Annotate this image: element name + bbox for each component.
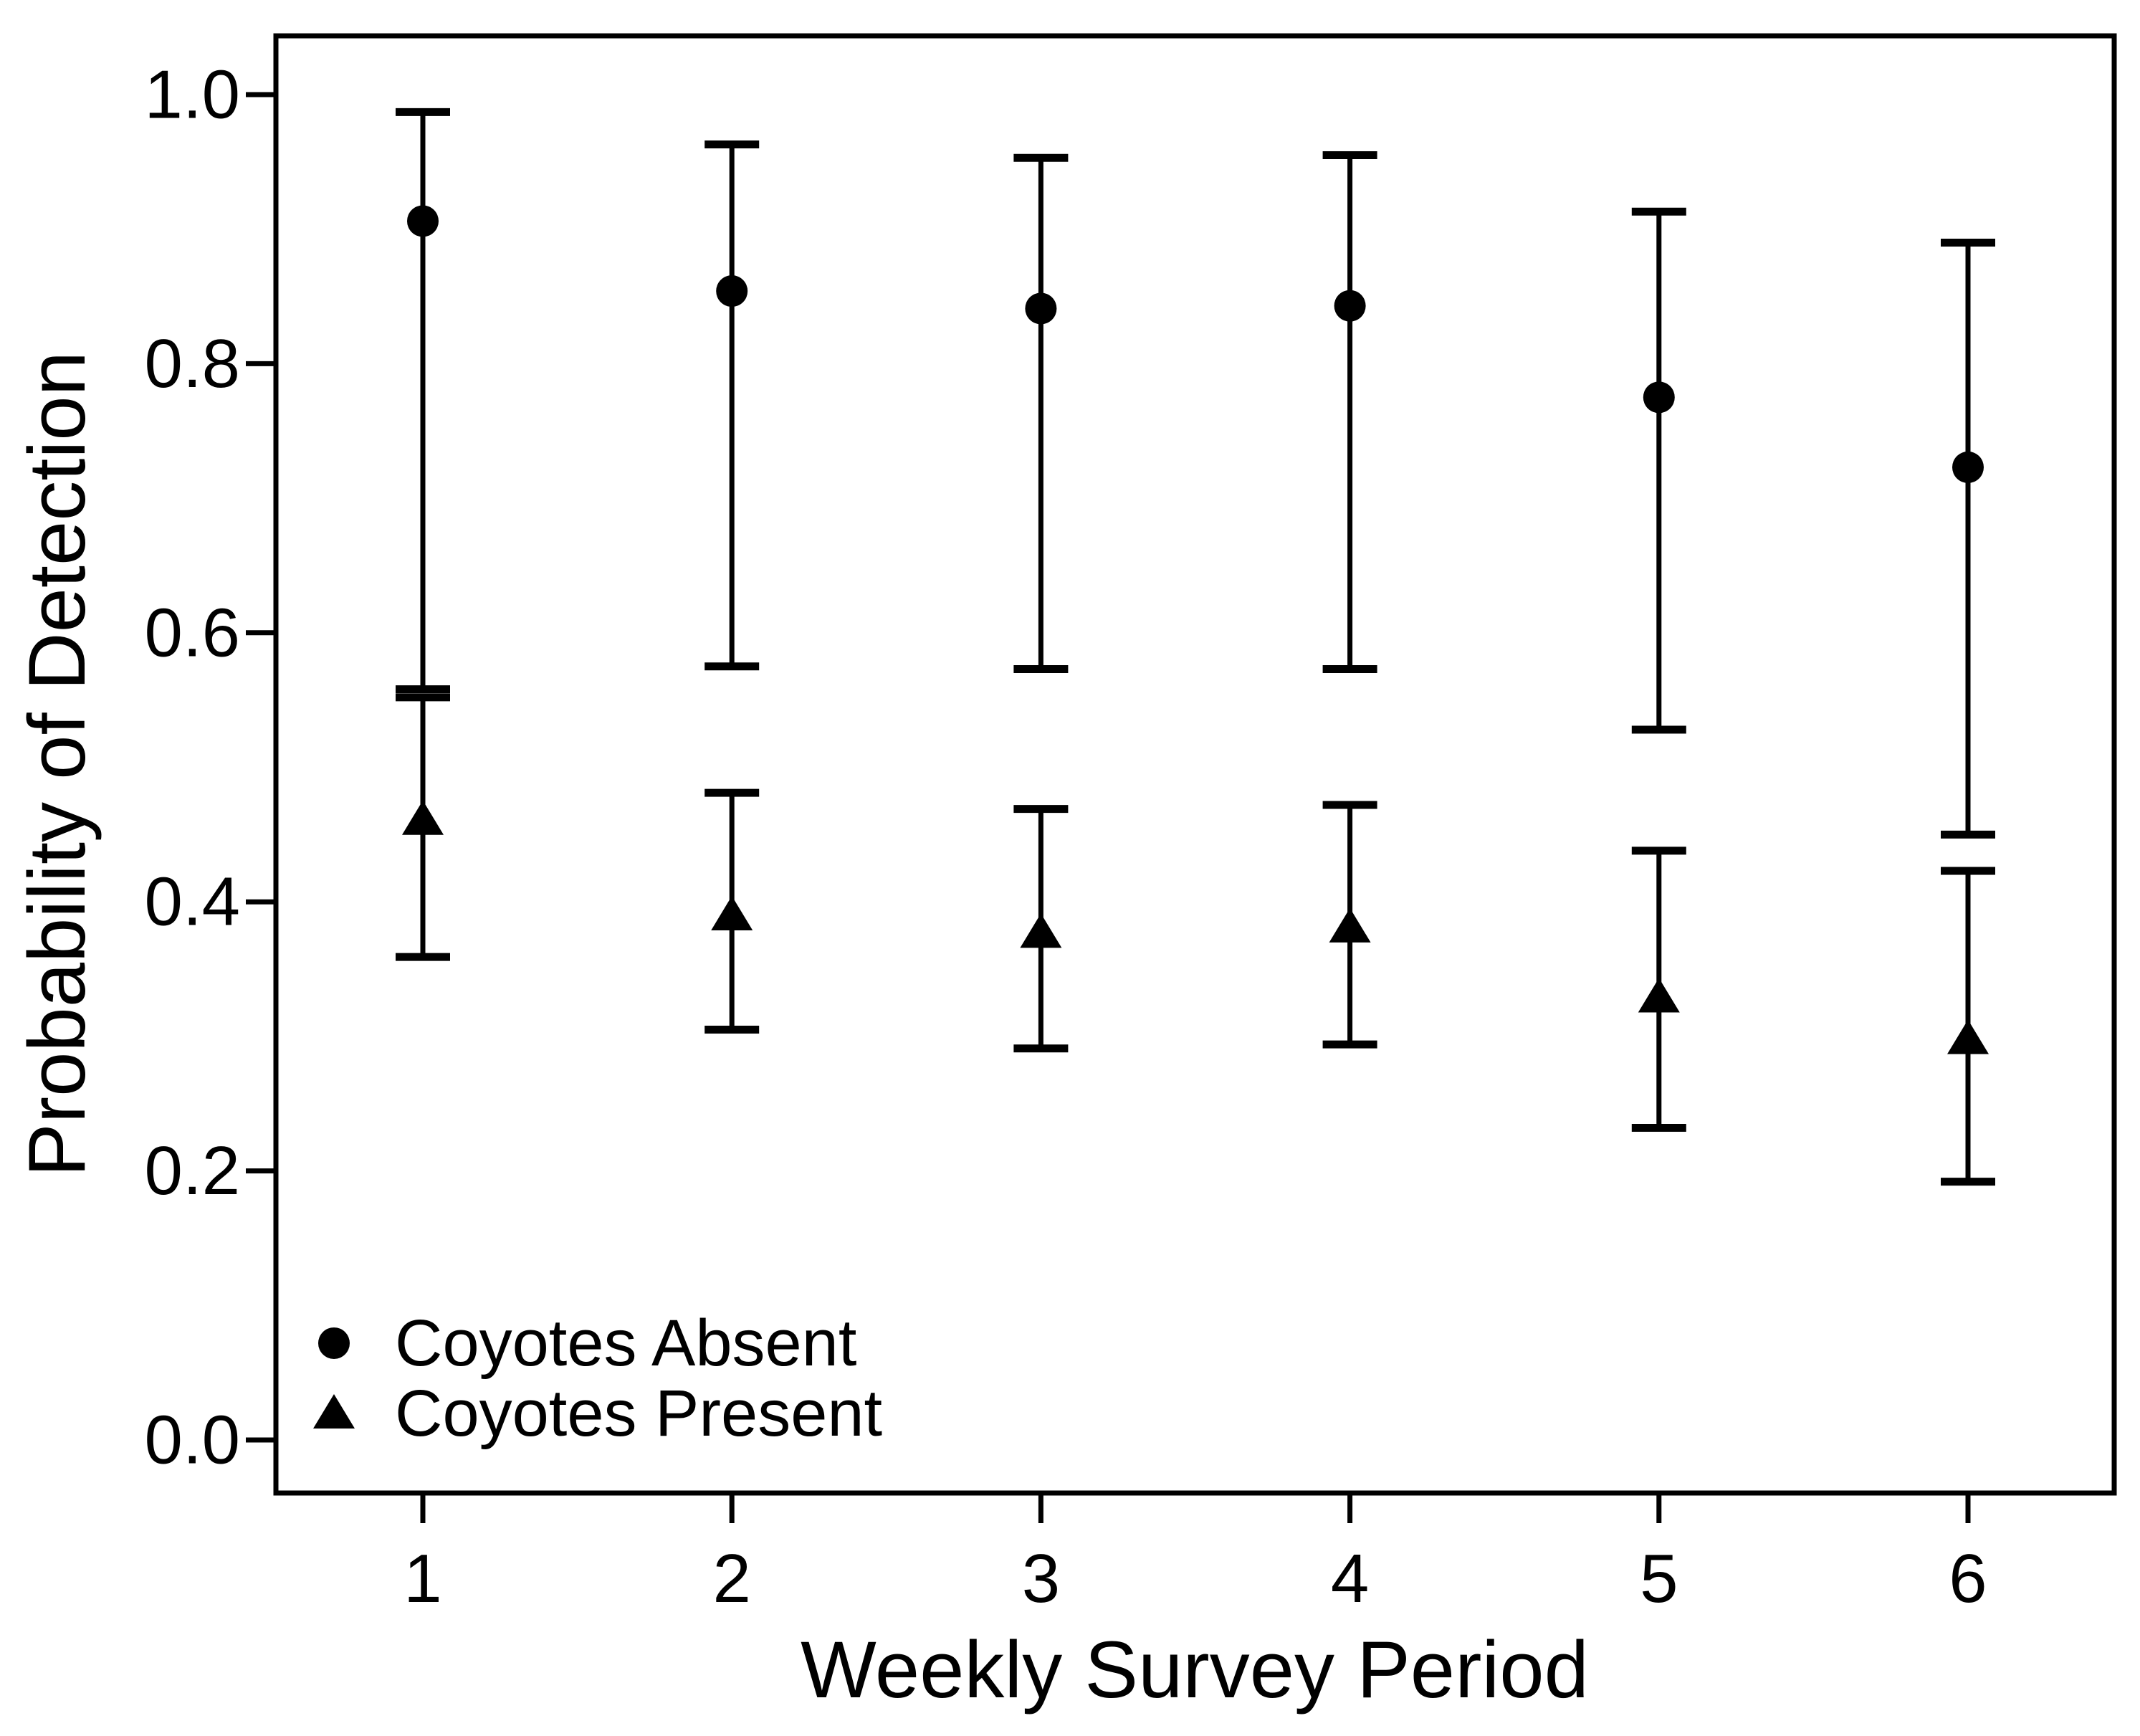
y-tick-label: 0.4: [145, 864, 240, 940]
legend-label: Coyotes Present: [395, 1377, 882, 1450]
data-point-circle: [1643, 381, 1675, 414]
x-tick-label: 2: [713, 1540, 751, 1617]
data-point-triangle: [1020, 913, 1062, 948]
data-point-triangle: [1329, 907, 1371, 943]
data-point-triangle: [711, 895, 753, 930]
series-group: [396, 108, 1995, 1186]
y-axis-title: Probability of Detection: [12, 351, 102, 1177]
plot-area-border: [273, 33, 2117, 1496]
legend-item: Coyotes Present: [313, 1377, 882, 1450]
data-point-triangle: [1638, 978, 1680, 1013]
y-tick-label: 0.6: [145, 594, 240, 671]
series-circle: [396, 108, 1995, 839]
data-point-circle: [407, 205, 439, 237]
y-tick-label: 0.8: [145, 325, 240, 402]
x-tick-label: 6: [1949, 1540, 1987, 1617]
x-tick-label: 3: [1022, 1540, 1060, 1617]
x-axis: 1 2 3 4 5 6: [403, 1493, 1987, 1617]
y-tick-label: 0.0: [145, 1402, 240, 1479]
data-point-circle: [1025, 292, 1057, 325]
y-axis: 0.0 0.2 0.4 0.6 0.8 1.0: [145, 57, 276, 1479]
data-point-circle: [1334, 290, 1366, 322]
data-point-circle: [716, 275, 748, 307]
plot-border: [273, 33, 2117, 1496]
series-triangle: [396, 693, 1995, 1186]
legend-label: Coyotes Absent: [395, 1307, 856, 1380]
x-tick-label: 5: [1640, 1540, 1678, 1617]
x-tick-label: 1: [403, 1540, 441, 1617]
data-point-triangle: [1947, 1019, 1989, 1054]
y-tick-label: 1.0: [145, 57, 240, 133]
legend-circle-icon: [318, 1327, 350, 1359]
data-point-circle: [1952, 451, 1984, 483]
x-axis-title: Weekly Survey Period: [801, 1625, 1589, 1714]
legend-item: Coyotes Absent: [318, 1307, 856, 1380]
y-tick-label: 0.2: [145, 1132, 240, 1209]
x-tick-label: 4: [1331, 1540, 1369, 1617]
legend-triangle-icon: [313, 1394, 355, 1429]
data-point-triangle: [402, 800, 444, 835]
